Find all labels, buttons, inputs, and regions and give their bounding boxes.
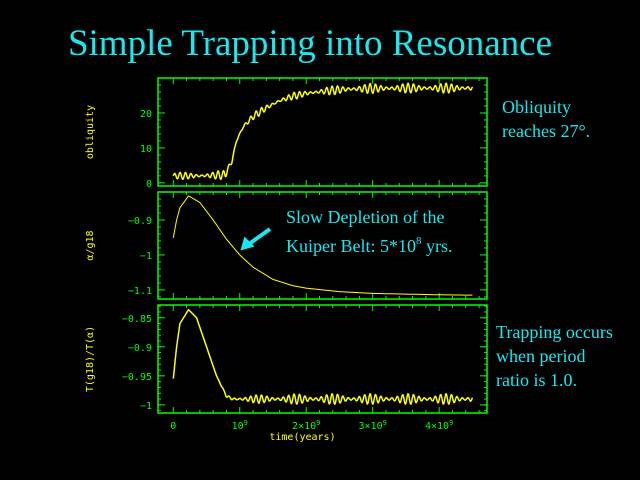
x-axis-label: time(years): [269, 432, 335, 443]
y-tick-label: −1.1: [128, 286, 152, 297]
y-axis-label: T(g18)/T(α): [85, 326, 96, 392]
plot-frame: [157, 304, 488, 414]
x-tick-exponent: 9: [449, 419, 453, 427]
data-series-line: [172, 195, 473, 296]
chart-panel-3: −0.85 −0.9 −0.95 −1 T(g18)/T(α) 0 109 2×109 3×10…: [85, 304, 488, 443]
slide-title: Simple Trapping into Resonance: [67, 23, 553, 64]
y-tick-label: −0.9: [128, 343, 152, 354]
y-axis-label: obliquity: [85, 105, 96, 159]
x-tick-label: 4×109: [425, 419, 453, 432]
plot-frame: [157, 77, 488, 187]
note-line: ratio is 1.0.: [496, 370, 577, 390]
x-tick-label: 109: [232, 419, 248, 432]
y-tick-label: −1: [140, 251, 152, 262]
x-tick-exponent: 9: [244, 419, 248, 427]
chart-panel-1: 0 10 20 obliquity: [85, 77, 488, 190]
y-tick-label: −1: [140, 401, 152, 412]
y-tick-label: 10: [140, 144, 152, 155]
x-tick-label: 3×109: [359, 419, 387, 432]
annotation-line-1: Slow Depletion of the: [286, 207, 444, 227]
data-series-line: [172, 308, 474, 406]
annotation-tail: yrs.: [421, 236, 452, 256]
arrow-head-icon: [240, 236, 255, 251]
y-tick-label: −0.9: [128, 216, 152, 227]
plot-frame: [157, 191, 488, 300]
note-obliquity: Obliquity reaches 27°.: [502, 95, 590, 143]
data-series-line: [172, 82, 474, 181]
x-tick-label: 0: [170, 421, 176, 432]
y-axis-label: α/g18: [85, 230, 96, 260]
note-line: when period: [496, 346, 586, 366]
y-tick-label: 0: [146, 179, 152, 190]
note-trapping: Trapping occurs when period ratio is 1.0…: [496, 320, 613, 392]
y-tick-label: −0.95: [122, 372, 152, 383]
note-line: Trapping occurs: [496, 322, 613, 342]
chart-panel-2: −0.9 −1 −1.1 α/g18 Slow Depletion of the Kuip…: [85, 191, 488, 300]
annotation-superscript: 8: [416, 235, 422, 247]
y-tick-label: −0.85: [122, 314, 152, 325]
annotation-arrow: [247, 227, 272, 247]
x-tick-exponent: 9: [383, 419, 387, 427]
annotation-line-2: Kuiper Belt: 5*108 yrs.: [286, 235, 452, 256]
y-tick-label: 20: [140, 109, 152, 120]
note-line: Obliquity: [502, 97, 572, 117]
x-tick-exponent: 9: [316, 419, 320, 427]
x-tick-label: 2×109: [292, 419, 320, 432]
note-line: reaches 27°.: [502, 121, 591, 141]
